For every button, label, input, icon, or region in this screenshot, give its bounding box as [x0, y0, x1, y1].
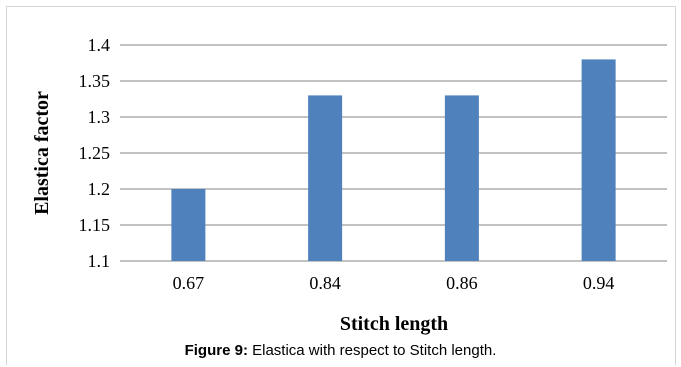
caption-text: Elastica with respect to Stitch length. — [247, 342, 497, 359]
x-tick-labels: 0.67 0.84 0.86 0.94 — [173, 273, 615, 293]
x-tick-label: 0.94 — [583, 273, 615, 293]
y-tick-label: 1.1 — [88, 251, 111, 271]
gridlines — [120, 44, 667, 262]
bar-chart: 1.1 1.15 1.2 1.25 1.3 1.35 1.4 0.67 0.84 0.86 0.9… — [31, 35, 667, 335]
y-tick-label: 1.4 — [88, 35, 111, 55]
x-tick-label: 0.67 — [173, 273, 205, 293]
y-tick-label: 1.25 — [79, 143, 111, 163]
bar — [308, 95, 343, 262]
bar — [171, 189, 206, 261]
caption-label: Figure 9: — [184, 342, 248, 359]
y-tick-label: 1.35 — [79, 71, 111, 91]
y-tick-labels: 1.1 1.15 1.2 1.25 1.3 1.35 1.4 — [79, 35, 111, 271]
x-tick-label: 0.84 — [309, 273, 341, 293]
x-axis-title: Stitch length — [340, 313, 448, 335]
bar — [444, 95, 479, 262]
x-tick-label: 0.86 — [446, 273, 478, 293]
y-tick-label: 1.15 — [79, 215, 111, 235]
bars — [171, 59, 616, 262]
bar — [581, 59, 616, 262]
y-tick-label: 1.3 — [88, 107, 111, 127]
y-axis-title: Elastica factor — [31, 91, 53, 215]
figure-frame — [6, 6, 676, 365]
y-tick-label: 1.2 — [88, 179, 111, 199]
figure-caption: Figure 9: Elastica with respect to Stitc… — [0, 342, 681, 359]
